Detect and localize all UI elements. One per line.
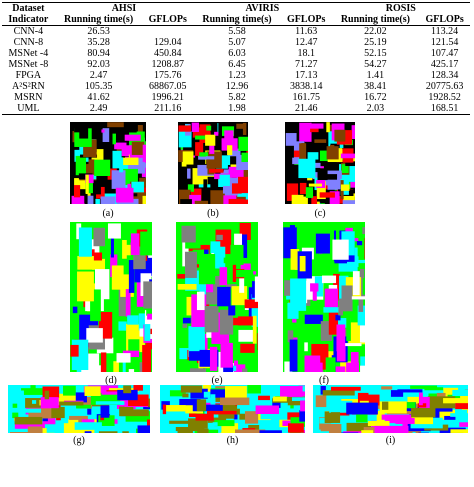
figure-label: (g) (73, 435, 85, 446)
classification-map (313, 385, 468, 433)
table-cell: 2.03 (366, 103, 385, 114)
table-cell: 211.16 (154, 103, 182, 114)
table-cell: 161.75 (292, 92, 320, 103)
figure-label: (d) (105, 375, 117, 386)
header-cell: GFLOPs (148, 14, 187, 25)
table-cell: 1.23 (228, 70, 246, 81)
table-cell: 26.53 (87, 26, 110, 37)
table-cell: 12.96 (225, 81, 249, 92)
table-row: MSNet -4 80.94 450.84 6.03 18.1 52.15 107.47 (2, 48, 470, 59)
figure-label: (f) (319, 375, 329, 386)
table-cell: 1996.21 (151, 92, 185, 103)
table-cell: 105.35 (84, 81, 113, 92)
figure-label: (h) (226, 435, 239, 446)
figure-label: (b) (207, 208, 219, 219)
header-cell: Running time(s) (63, 14, 134, 25)
classification-map (70, 222, 152, 372)
table-cell: 3838.14 (289, 81, 323, 92)
table-cell: 128.34 (430, 70, 459, 81)
table-cell: 22.02 (364, 26, 387, 37)
classification-map (70, 122, 146, 204)
results-table: Dataset AHSI AVIRIS ROSIS Indicator Runni… (2, 2, 470, 115)
classification-map (8, 385, 150, 433)
table-cell: 16.72 (364, 92, 387, 103)
table-cell: 80.94 (87, 48, 110, 59)
classification-map (176, 222, 258, 372)
table-cell: 6.03 (228, 48, 246, 59)
header-row: Dataset AHSI AVIRIS ROSIS (2, 2, 470, 15)
table-cell: 18.1 (297, 48, 315, 59)
table-row: FPGA 2.47 175.76 1.23 17.13 1.41 128.34 (2, 70, 470, 81)
table-cell: 1.41 (366, 70, 385, 81)
table-cell: 425.17 (430, 59, 459, 70)
table-cell: 2.47 (89, 70, 108, 81)
table-cell: 450.84 (154, 48, 182, 59)
table-cell (142, 26, 193, 38)
header-cell: ROSIS (385, 3, 416, 14)
table-row: MSRN 41.62 1996.21 5.82 161.75 16.72 1928.52 (2, 92, 470, 103)
header-cell: Dataset (12, 3, 45, 14)
figure-label: (i) (385, 435, 396, 446)
table-cell: 11.63 (295, 26, 318, 37)
table-cell: 121.54 (430, 37, 459, 48)
classification-map (178, 122, 248, 204)
table-cell: 107.47 (430, 48, 459, 59)
header-cell: AHSI (111, 3, 137, 14)
table-row: A²S²RN 105.35 68867.05 12.96 3838.14 38.41 207… (2, 81, 470, 92)
classification-map (160, 385, 305, 433)
table-cell: 113.24 (431, 26, 459, 37)
table-cell: 1.98 (228, 103, 246, 114)
table-cell: 129.04 (154, 37, 182, 48)
header-cell: Running time(s) (340, 14, 410, 25)
table-cell: 1208.87 (151, 59, 185, 70)
table-cell: 5.07 (228, 37, 246, 48)
table-cell: MSNet -8 (8, 59, 49, 70)
table-cell: 92.03 (87, 59, 110, 70)
table-cell: 5.58 (228, 26, 246, 37)
table-cell: 1928.52 (428, 92, 461, 103)
table-cell: 12.47 (294, 37, 318, 48)
table-cell: CNN-4 (13, 26, 44, 37)
table-cell: MSRN (14, 92, 43, 103)
table-cell: CNN-8 (13, 37, 44, 48)
table-cell: 52.15 (364, 48, 387, 59)
table-cell: 25.19 (364, 37, 387, 48)
header-cell: GFLOPs (287, 14, 326, 25)
table-cell: MSNet -4 (8, 48, 49, 59)
table-row: MSNet -8 92.03 1208.87 6.45 71.27 54.27 425.17 (2, 59, 470, 70)
header-cell: AVIRIS (245, 3, 280, 14)
table-cell: 5.82 (228, 92, 246, 103)
table-cell: 41.62 (87, 92, 110, 103)
table-cell: 71.27 (294, 59, 318, 70)
table-cell: 6.45 (228, 59, 246, 70)
header-cell: Indicator (8, 14, 49, 25)
header-cell: GFLOPs (425, 14, 464, 25)
table-cell: 20775.63 (425, 81, 464, 92)
table-cell: 54.27 (364, 59, 387, 70)
table-cell: FPGA (15, 70, 42, 81)
table-cell: A²S²RN (12, 81, 45, 92)
figure-label: (a) (102, 208, 114, 219)
table-cell: 35.28 (87, 37, 110, 48)
classification-map (283, 222, 365, 372)
figure-label: (e) (211, 375, 223, 386)
table-row: CNN-8 35.28 129.04 5.07 12.47 25.19 121.54 (2, 37, 470, 48)
header-row: Indicator Running time(s) GFLOPs Running ti… (2, 14, 470, 26)
table-cell: 168.51 (430, 103, 459, 114)
classification-map (285, 122, 355, 204)
table-cell: 17.13 (294, 70, 318, 81)
header-cell: Running time(s) (202, 14, 272, 25)
table-cell: 68867.05 (149, 81, 187, 92)
table-body: CNN-4 26.53 5.58 11.63 22.02 113.24 CNN-8 35.28… (2, 26, 470, 115)
table-row: UML 2.49 211.16 1.98 21.46 2.03 168.51 (2, 103, 470, 115)
table-cell: 175.76 (154, 70, 182, 81)
table-cell: 2.49 (89, 103, 108, 114)
table-cell: 21.46 (294, 103, 318, 114)
table-cell: 38.41 (364, 81, 387, 92)
table-row: CNN-4 26.53 5.58 11.63 22.02 113.24 (2, 26, 470, 38)
table-cell: UML (17, 103, 40, 114)
figure-label: (c) (314, 208, 326, 219)
